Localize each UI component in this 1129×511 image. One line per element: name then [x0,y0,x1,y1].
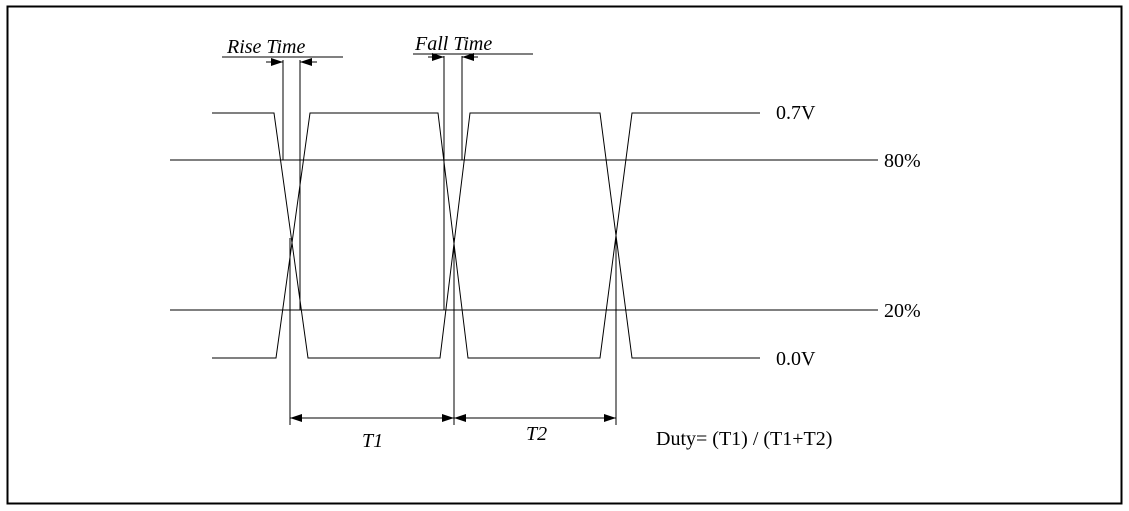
duty-formula: Duty= (T1) / (T1+T2) [656,428,832,450]
t2-label: T2 [526,423,547,445]
voltage-high-label: 0.7V [776,102,816,124]
t1-label: T1 [362,430,383,452]
threshold-80-label: 80% [884,150,921,172]
threshold-20-label: 20% [884,300,921,322]
fall-time-label: Fall Time [414,33,492,55]
diagram-frame [6,5,1123,505]
waveform-primary [212,112,760,359]
waveform-complement [212,112,760,359]
voltage-low-label: 0.0V [776,348,816,370]
rise-time-label: Rise Time [226,36,305,58]
